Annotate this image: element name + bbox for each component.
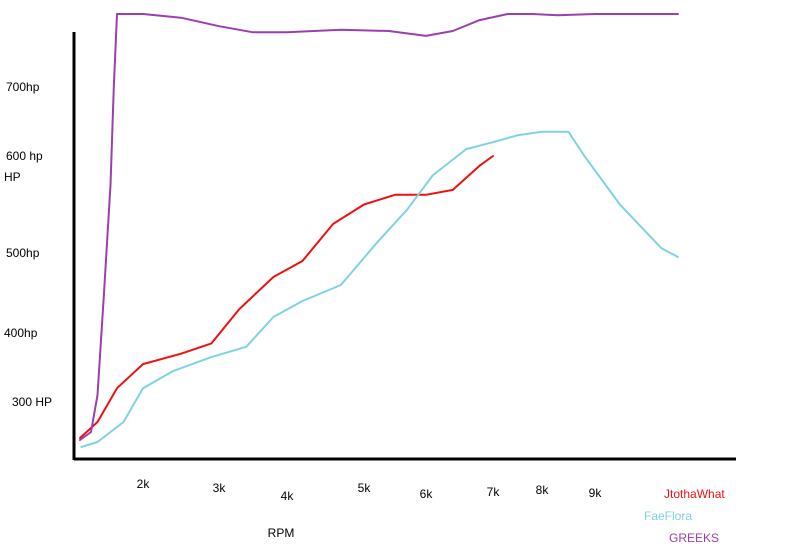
x-tick-label: 7k [487,485,501,499]
x-tick-label: 8k [536,483,550,497]
x-tick-label: 4k [281,489,295,503]
x-tick-label: 6k [420,487,434,501]
y-tick-label: 500hp [6,246,40,260]
legend-entry: FaeFlora [644,509,692,523]
legend-entry: GREEKS [669,531,719,545]
y-tick-label: 300 HP [12,395,52,409]
y-axis-label: HP [4,170,21,184]
x-tick-label: 9k [589,486,603,500]
legend-entry: JtothaWhat [664,487,725,501]
series-line [79,155,494,439]
y-tick-label: 700hp [6,80,40,94]
x-tick-label: 2k [137,477,151,491]
series-line [80,130,679,448]
x-tick-label: 5k [358,481,372,495]
series-line [79,13,679,441]
x-axis-label: RPM [268,526,295,540]
y-tick-label: 400hp [4,326,38,340]
x-tick-label: 3k [213,481,227,495]
y-tick-label: 600 hp [6,149,43,163]
